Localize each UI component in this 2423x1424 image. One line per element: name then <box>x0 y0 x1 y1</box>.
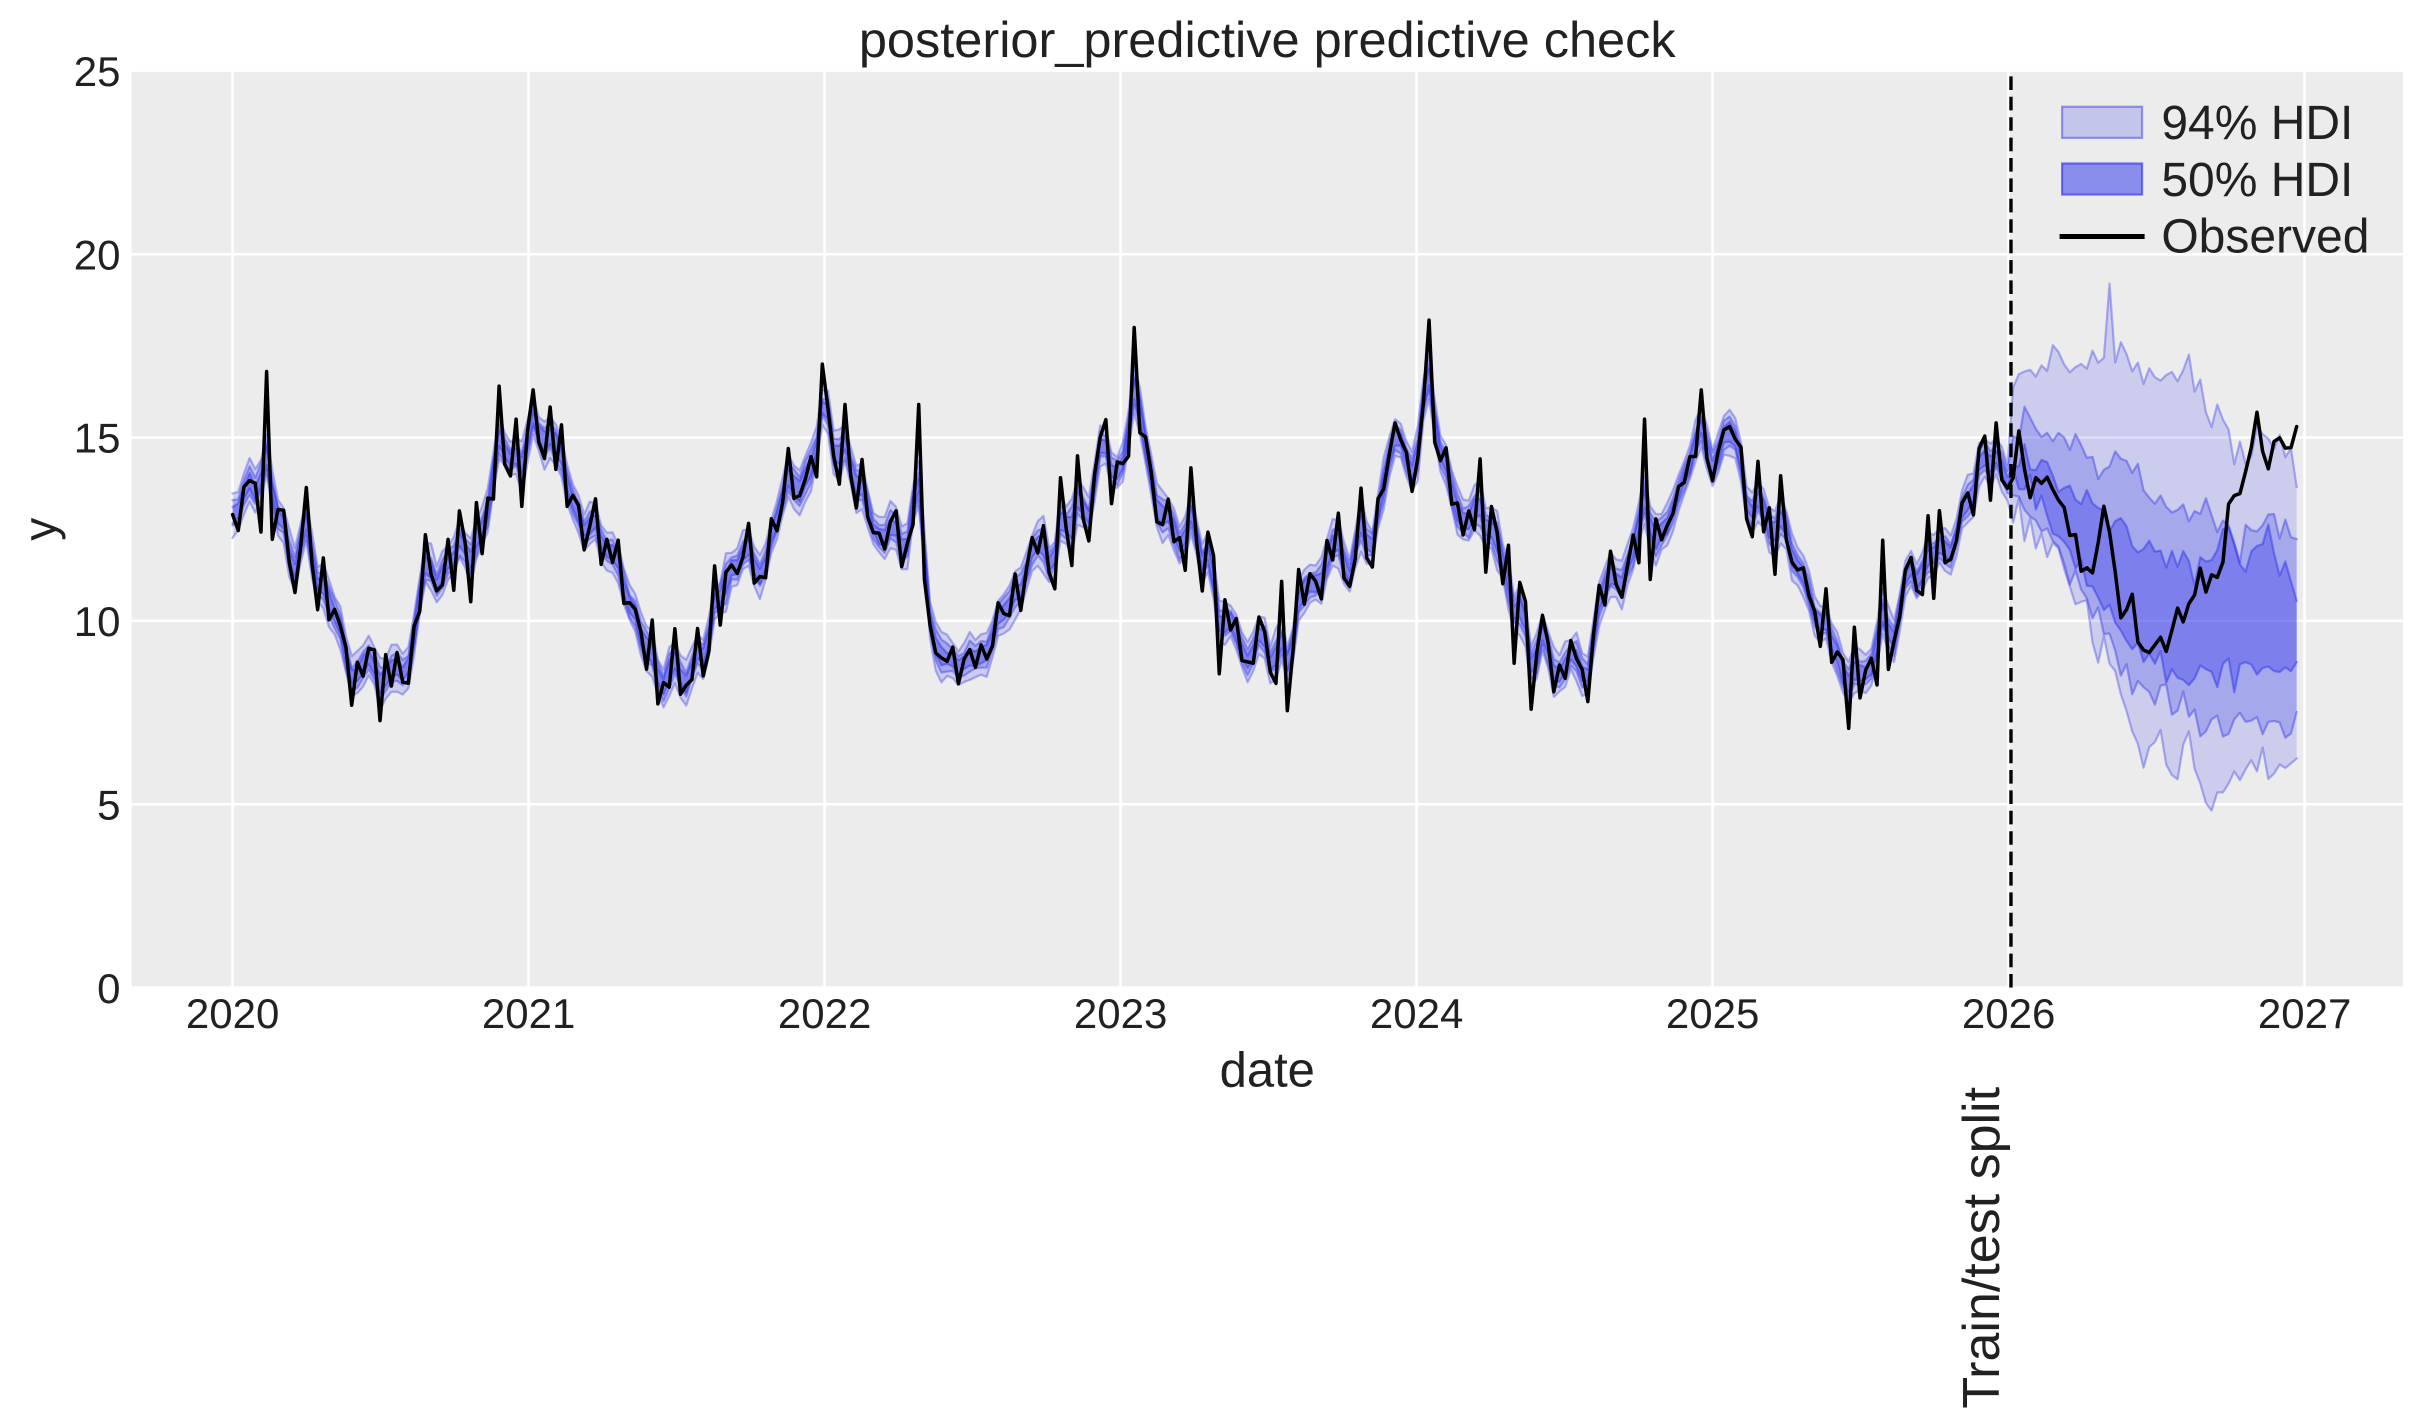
svg-text:2020: 2020 <box>186 990 279 1037</box>
svg-text:2023: 2023 <box>1074 990 1167 1037</box>
svg-text:posterior_predictive predictiv: posterior_predictive predictive check <box>859 11 1677 68</box>
svg-text:2025: 2025 <box>1666 990 1759 1037</box>
svg-text:date: date <box>1220 1043 1315 1097</box>
svg-text:10: 10 <box>74 598 121 645</box>
svg-text:50% HDI: 50% HDI <box>2161 154 2353 207</box>
svg-text:Observed: Observed <box>2161 211 2369 264</box>
svg-text:5: 5 <box>97 781 120 828</box>
svg-text:20: 20 <box>74 231 121 278</box>
svg-text:25: 25 <box>74 48 121 95</box>
svg-text:0: 0 <box>97 965 120 1012</box>
svg-text:2022: 2022 <box>778 990 871 1037</box>
svg-text:2026: 2026 <box>1962 990 2055 1037</box>
svg-text:94% HDI: 94% HDI <box>2161 97 2353 150</box>
svg-text:2021: 2021 <box>482 990 575 1037</box>
svg-text:2027: 2027 <box>2258 990 2351 1037</box>
svg-text:15: 15 <box>74 415 121 462</box>
svg-text:Train/test split: Train/test split <box>1953 1086 2011 1408</box>
svg-text:2024: 2024 <box>1370 990 1463 1037</box>
svg-text:y: y <box>14 518 66 541</box>
